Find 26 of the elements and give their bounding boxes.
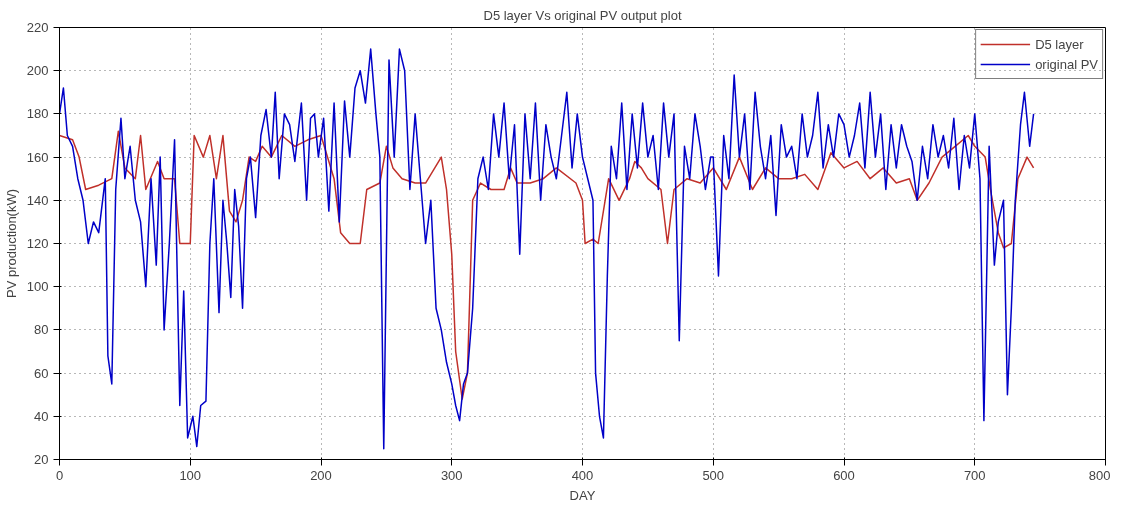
x-tick-label: 700 [963,467,986,483]
line-series [59,48,1035,450]
x-tick-label: 600 [833,467,855,483]
x-tick-label: 100 [179,467,202,483]
x-axis-title: DAY [569,487,596,503]
x-tick-label: 400 [571,467,594,483]
legend-label: D5 layer [1035,36,1084,52]
y-tick-label: 40 [34,408,49,424]
y-tick-label: 80 [34,322,49,338]
y-tick-label: 120 [26,236,49,251]
x-tick-label: 300 [440,467,463,483]
y-axis-title: PV production(kW) [3,188,19,299]
y-tick-label: 160 [26,149,49,165]
y-tick-label: 100 [26,279,49,295]
x-tick-label: 0 [55,467,64,483]
y-tick-label: 60 [34,365,49,381]
y-tick-label: 20 [34,452,49,467]
y-tick-label: 180 [26,106,49,122]
y-tick-label: 140 [26,192,49,208]
y-tick-label: 200 [26,63,49,79]
x-tick-label: 200 [310,467,332,483]
y-tick-label: 220 [26,20,49,35]
chart-title: D5 layer Vs original PV output plot [483,7,682,23]
x-tick-label: 500 [702,467,725,483]
legend-label: original PV [1035,56,1098,72]
x-tick-label: 800 [1088,467,1111,483]
